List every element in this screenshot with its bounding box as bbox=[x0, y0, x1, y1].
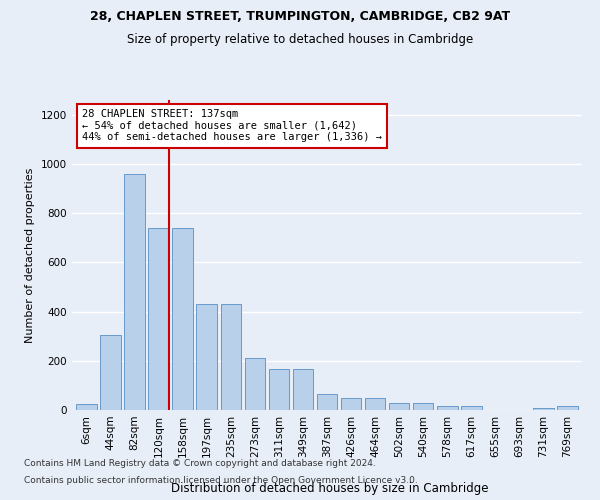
Bar bbox=[437, 406, 458, 410]
Bar bbox=[389, 402, 409, 410]
Bar bbox=[76, 404, 97, 410]
Bar bbox=[533, 408, 554, 410]
Bar bbox=[196, 304, 217, 410]
Text: 28, CHAPLEN STREET, TRUMPINGTON, CAMBRIDGE, CB2 9AT: 28, CHAPLEN STREET, TRUMPINGTON, CAMBRID… bbox=[90, 10, 510, 23]
Bar bbox=[341, 398, 361, 410]
Bar bbox=[269, 370, 289, 410]
Y-axis label: Number of detached properties: Number of detached properties bbox=[25, 168, 35, 342]
Text: Size of property relative to detached houses in Cambridge: Size of property relative to detached ho… bbox=[127, 32, 473, 46]
Bar bbox=[124, 174, 145, 410]
Text: Distribution of detached houses by size in Cambridge: Distribution of detached houses by size … bbox=[171, 482, 489, 495]
Bar bbox=[245, 358, 265, 410]
Bar bbox=[293, 370, 313, 410]
Text: Contains HM Land Registry data © Crown copyright and database right 2024.: Contains HM Land Registry data © Crown c… bbox=[24, 458, 376, 468]
Bar bbox=[557, 406, 578, 410]
Bar bbox=[413, 402, 433, 410]
Bar bbox=[221, 304, 241, 410]
Bar bbox=[461, 406, 482, 410]
Bar bbox=[148, 228, 169, 410]
Bar bbox=[172, 228, 193, 410]
Text: 28 CHAPLEN STREET: 137sqm
← 54% of detached houses are smaller (1,642)
44% of se: 28 CHAPLEN STREET: 137sqm ← 54% of detac… bbox=[82, 110, 382, 142]
Bar bbox=[317, 394, 337, 410]
Text: Contains public sector information licensed under the Open Government Licence v3: Contains public sector information licen… bbox=[24, 476, 418, 485]
Bar bbox=[100, 335, 121, 410]
Bar bbox=[365, 398, 385, 410]
